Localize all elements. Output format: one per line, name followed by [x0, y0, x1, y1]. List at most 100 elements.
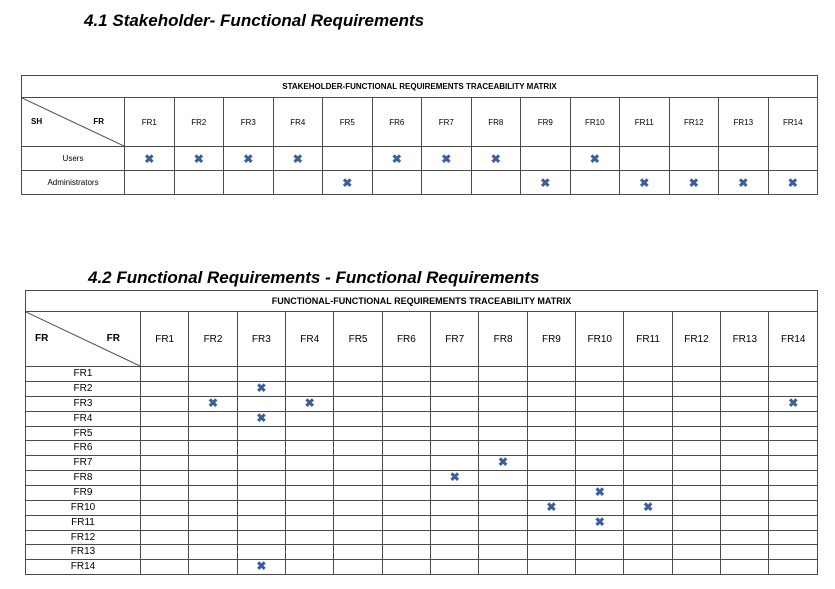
matrix-cell — [188, 558, 238, 575]
column-header: FR13 — [718, 97, 769, 147]
matrix-cell — [430, 514, 480, 531]
column-header: FR8 — [470, 97, 521, 147]
matrix-cell — [285, 380, 335, 397]
matrix-cell — [671, 395, 722, 412]
matrix-cell — [768, 425, 818, 441]
matrix-cell — [768, 380, 818, 397]
matrix-cell — [623, 514, 673, 531]
matrix-cell — [333, 425, 383, 441]
matrix-cell — [188, 425, 238, 441]
matrix-corner-cell: SH FR — [21, 97, 125, 147]
cross-mark-icon: ✖ — [256, 381, 267, 395]
matrix-cell — [381, 440, 432, 456]
column-header: FR4 — [285, 311, 335, 367]
column-header: FR8 — [478, 311, 528, 367]
matrix-cell — [285, 366, 335, 382]
matrix-corner-cell: FR FR — [25, 311, 141, 367]
matrix-cell — [671, 454, 722, 471]
row-label: Administrators — [21, 170, 125, 195]
cross-mark-icon: ✖ — [540, 175, 551, 190]
matrix-cell — [720, 469, 770, 486]
column-header: FR2 — [188, 311, 238, 367]
matrix-cell — [381, 544, 432, 560]
matrix-cell — [768, 410, 818, 427]
matrix-cell: ✖ — [520, 170, 571, 195]
matrix-cell — [623, 469, 673, 486]
matrix-cell — [623, 395, 673, 412]
cross-mark-icon: ✖ — [589, 151, 600, 166]
matrix-cell — [575, 380, 625, 397]
cross-mark-icon: ✖ — [787, 175, 798, 190]
matrix-cell — [768, 366, 818, 382]
cross-mark-icon: ✖ — [594, 515, 605, 529]
matrix-cell — [671, 425, 722, 441]
matrix-cell — [421, 170, 472, 195]
matrix-cell — [430, 366, 480, 382]
matrix-cell — [623, 529, 673, 545]
matrix-cell — [526, 558, 577, 575]
column-header: FR10 — [575, 311, 625, 367]
matrix-cell — [671, 499, 722, 516]
table-row: FR6 — [25, 440, 818, 456]
column-header: FR14 — [767, 97, 818, 147]
matrix-cell — [236, 454, 287, 471]
matrix-cell — [526, 529, 577, 545]
cross-mark-icon: ✖ — [243, 151, 254, 166]
matrix-cell — [381, 425, 432, 441]
table-row: FR14 ✖ — [25, 558, 818, 575]
matrix-cell: ✖ — [619, 170, 670, 195]
cross-mark-icon: ✖ — [639, 175, 650, 190]
column-header: FR13 — [720, 311, 770, 367]
table-row: FR7 ✖ — [25, 454, 818, 471]
matrix-cell — [720, 514, 770, 531]
column-header: FR5 — [333, 311, 383, 367]
matrix-cell — [623, 454, 673, 471]
matrix-cell: ✖ — [236, 558, 287, 575]
matrix-cell: ✖ — [575, 484, 625, 501]
matrix-cell — [478, 366, 528, 382]
matrix-cell — [371, 170, 422, 195]
matrix-cell — [575, 440, 625, 456]
matrix-cell — [520, 146, 571, 171]
column-header: FR6 — [371, 97, 422, 147]
matrix-cell — [623, 484, 673, 501]
column-header: FR14 — [768, 311, 818, 367]
matrix-cell — [478, 425, 528, 441]
table-row: FR10 ✖ ✖ — [25, 499, 818, 516]
matrix-cell — [173, 170, 224, 195]
matrix-cell — [285, 425, 335, 441]
row-label: FR9 — [25, 484, 141, 501]
corner-column-label: FR — [93, 117, 104, 126]
matrix-title: STAKEHOLDER-FUNCTIONAL REQUIREMENTS TRAC… — [21, 75, 818, 98]
matrix-cell — [671, 484, 722, 501]
matrix-cell — [333, 410, 383, 427]
cross-mark-icon: ✖ — [256, 559, 267, 573]
matrix-cell — [478, 395, 528, 412]
matrix-cell — [526, 410, 577, 427]
matrix-cell: ✖ — [526, 499, 577, 516]
column-header: FR10 — [569, 97, 620, 147]
column-header: FR3 — [223, 97, 274, 147]
matrix-cell: ✖ — [569, 146, 620, 171]
matrix-cell — [188, 380, 238, 397]
matrix-cell — [526, 544, 577, 560]
column-header: FR5 — [322, 97, 373, 147]
matrix-cell — [188, 514, 238, 531]
cross-mark-icon: ✖ — [449, 470, 460, 484]
matrix-cell — [575, 558, 625, 575]
stakeholder-traceability-matrix: STAKEHOLDER-FUNCTIONAL REQUIREMENTS TRAC… — [21, 75, 818, 195]
matrix-cell — [430, 440, 480, 456]
matrix-cell — [478, 499, 528, 516]
column-header: FR11 — [619, 97, 670, 147]
matrix-cell — [188, 499, 238, 516]
matrix-cell — [478, 469, 528, 486]
matrix-cell — [720, 440, 770, 456]
cross-mark-icon: ✖ — [207, 396, 219, 410]
matrix-cell — [671, 380, 722, 397]
cross-mark-icon: ✖ — [391, 151, 402, 166]
cross-mark-icon: ✖ — [498, 455, 509, 469]
matrix-cell — [430, 395, 480, 412]
matrix-cell — [322, 146, 373, 171]
matrix-cell — [285, 454, 335, 471]
matrix-cell — [236, 529, 287, 545]
